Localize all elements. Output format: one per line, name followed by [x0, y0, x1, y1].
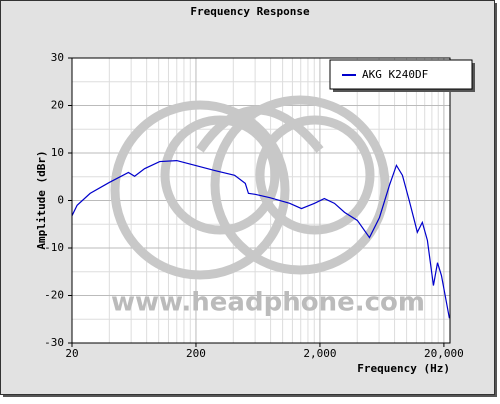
watermark-graphic	[110, 95, 390, 280]
plot	[71, 159, 450, 319]
y-tick-label: -10	[44, 241, 64, 254]
y-tick-label: -30	[44, 336, 64, 349]
x-tick-label: 20,000	[424, 347, 464, 360]
y-tick-label: 10	[51, 146, 64, 159]
legend: AKG K240DF	[329, 59, 475, 92]
x-axis-label: Frequency (Hz)	[357, 362, 450, 375]
x-tick-label: 20	[65, 347, 78, 360]
watermark: www.headphone.com	[111, 288, 425, 318]
y-tick-label: 20	[51, 99, 64, 112]
legend-label: AKG K240DF	[362, 68, 428, 81]
y-axis-label: Amplitude (dBr)	[35, 150, 48, 249]
chart-title: Frequency Response	[190, 5, 310, 18]
y-tick-label: -20	[44, 289, 64, 302]
x-tick-label: 200	[186, 347, 206, 360]
x-tick-label: 2,000	[303, 347, 336, 360]
y-tick-label: 0	[57, 194, 64, 207]
y-tick-label: 30	[51, 51, 64, 64]
series-line	[71, 159, 450, 319]
